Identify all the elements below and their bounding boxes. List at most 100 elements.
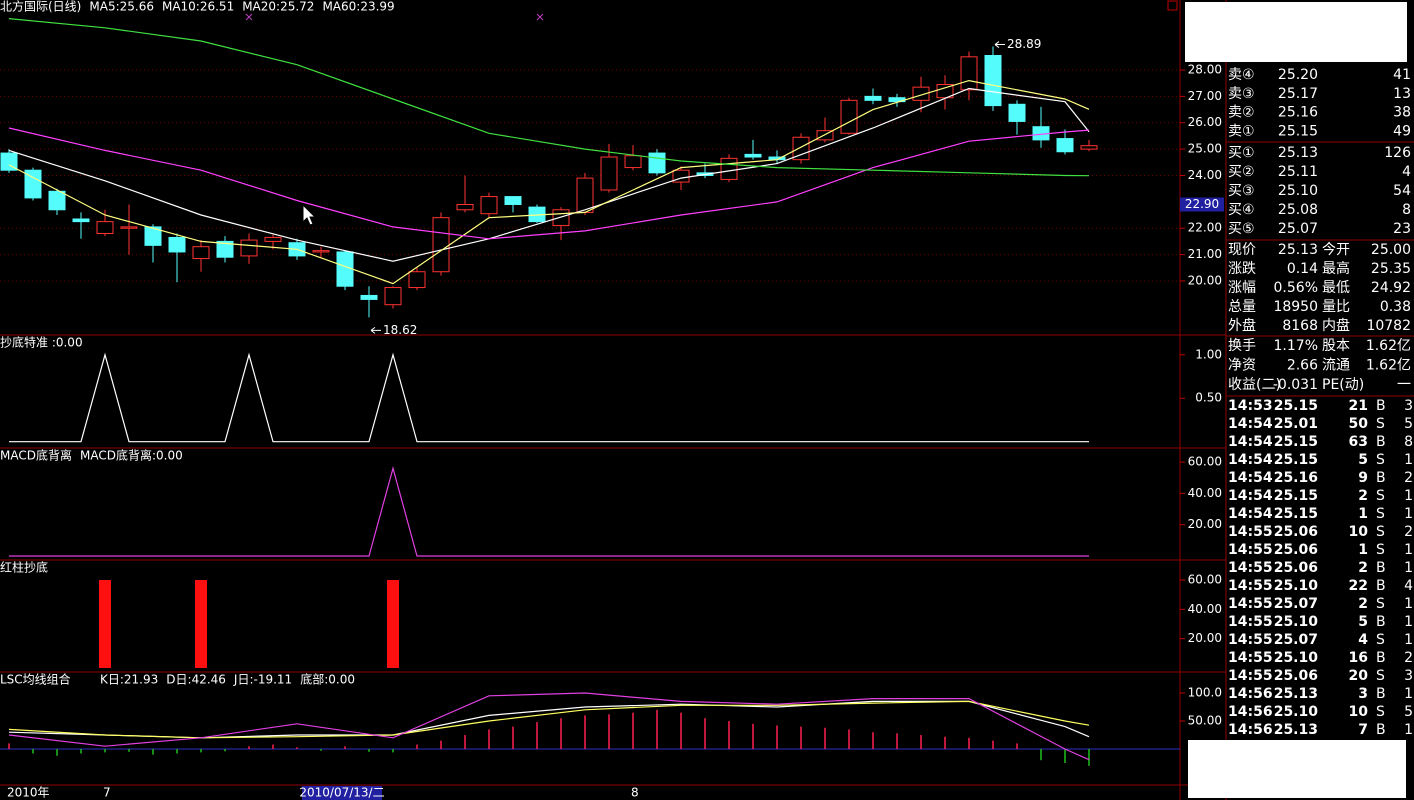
trade-cell: 1 xyxy=(1358,542,1368,558)
trade-cell: 5 xyxy=(1404,416,1413,432)
x-axis-label: 2010/07/13/二 xyxy=(299,786,384,800)
trade-cell: 2 xyxy=(1404,470,1413,486)
candle-body xyxy=(144,226,162,246)
stat-label: 内盘 xyxy=(1322,317,1350,334)
trade-cell: S xyxy=(1376,452,1385,468)
y-tick-label: 100.0 xyxy=(1188,686,1222,700)
book-price: 25.08 xyxy=(1278,202,1318,218)
trade-cell: B xyxy=(1376,650,1386,666)
book-volume: 8 xyxy=(1402,202,1411,218)
stat-value: 1.17% xyxy=(1274,338,1318,354)
series-line xyxy=(8,87,1090,262)
trade-cell: 9 xyxy=(1358,470,1368,486)
candle-body xyxy=(312,250,330,253)
series-line xyxy=(8,79,1090,285)
trade-cell: 2 xyxy=(1404,524,1413,540)
trade-cell: 4 xyxy=(1358,632,1368,648)
book-price: 25.15 xyxy=(1278,123,1318,139)
stat-value: 25.35 xyxy=(1371,261,1411,277)
trade-cell: 2 xyxy=(1358,596,1368,612)
trade-cell: 14:55 xyxy=(1228,578,1273,594)
trade-cell: 25.13 xyxy=(1274,686,1318,702)
trade-cell: 1 xyxy=(1404,542,1413,558)
trade-cell: 14:53 xyxy=(1228,398,1273,414)
stat-label: 股本 xyxy=(1322,338,1350,354)
stat-value: 25.00 xyxy=(1371,242,1411,258)
candle-body xyxy=(456,203,474,211)
y-tick-label: 24.00 xyxy=(1188,168,1222,182)
mouse-cursor xyxy=(302,203,317,226)
trade-cell: S xyxy=(1376,416,1385,432)
x-axis-label: 7 xyxy=(103,786,111,800)
candle-body xyxy=(96,221,114,234)
bar xyxy=(387,579,399,669)
legend-label: K日:21.93 xyxy=(100,673,158,687)
candle-body xyxy=(240,239,258,257)
trade-cell: B xyxy=(1376,578,1386,594)
trade-cell: 2 xyxy=(1404,650,1413,666)
stat-value: 0.38 xyxy=(1380,299,1411,315)
book-volume: 41 xyxy=(1393,67,1411,83)
series-line xyxy=(8,692,1090,761)
trade-cell: 8 xyxy=(1404,434,1413,450)
watermark-title: 股票公式指标网 xyxy=(1219,6,1373,32)
series-line xyxy=(9,352,1089,443)
y-tick-label: 0.50 xyxy=(1195,391,1222,405)
series-line xyxy=(8,127,1090,240)
stat-value: 25.13 xyxy=(1278,242,1318,258)
marker xyxy=(245,13,544,21)
trade-cell: 5 xyxy=(1358,614,1368,630)
candle-body xyxy=(480,196,498,215)
candle-body xyxy=(120,226,138,229)
book-volume: 23 xyxy=(1393,221,1411,237)
bar xyxy=(195,579,207,669)
trade-cell: 25.16 xyxy=(1274,470,1318,486)
y-tick-label: 1.00 xyxy=(1195,347,1222,361)
trade-cell: 1 xyxy=(1404,632,1413,648)
y-tick-label: 40.00 xyxy=(1188,486,1222,500)
trade-cell: 14:55 xyxy=(1228,632,1273,648)
candle-body xyxy=(432,217,450,273)
book-label: 买③ xyxy=(1228,183,1255,199)
book-price: 25.11 xyxy=(1278,164,1318,180)
trade-cell: 21 xyxy=(1349,398,1368,414)
stat-label: 涨跌 xyxy=(1228,261,1256,277)
window-icon[interactable] xyxy=(1167,0,1178,11)
cursor-price-box xyxy=(1180,197,1224,212)
legend-label: MACD底背离:0.00 xyxy=(80,448,183,463)
candle-body xyxy=(600,156,618,191)
trade-cell: 14:56 xyxy=(1228,722,1273,738)
legend-label: MA60:23.99 xyxy=(322,0,394,14)
candle-body xyxy=(936,84,954,99)
legend-label: MA10:26.51 xyxy=(162,0,234,14)
y-tick-label: 20.00 xyxy=(1188,273,1222,287)
trade-cell: 1 xyxy=(1404,686,1413,702)
trade-cell: S xyxy=(1376,542,1385,558)
trade-cell: 5 xyxy=(1358,452,1368,468)
trade-cell: 1 xyxy=(1404,452,1413,468)
book-volume: 126 xyxy=(1384,145,1411,161)
legend-label: D日:42.46 xyxy=(166,673,226,687)
trade-cell: 5 xyxy=(1404,704,1413,720)
series-line xyxy=(9,466,1089,557)
cursor-date-box xyxy=(302,786,382,800)
stat-value: 0.56% xyxy=(1274,280,1318,296)
y-tick-label: 50.00 xyxy=(1188,714,1222,728)
candle-body xyxy=(264,236,282,242)
book-price: 25.17 xyxy=(1278,86,1318,102)
candle-body xyxy=(336,251,354,287)
trade-cell: 14:55 xyxy=(1228,668,1273,684)
trade-cell: S xyxy=(1376,488,1385,504)
trade-cell: 25.10 xyxy=(1274,614,1319,630)
trade-cell: 25.13 xyxy=(1274,722,1318,738)
y-tick-label: 22.00 xyxy=(1188,221,1222,235)
x-axis-label: 2010年 xyxy=(7,786,50,800)
trade-cell: 25.15 xyxy=(1274,488,1318,504)
trade-cell: S xyxy=(1376,596,1385,612)
trade-cell: 25.15 xyxy=(1274,452,1318,468)
stat-value: 1.62亿 xyxy=(1366,358,1411,374)
frame xyxy=(0,0,1227,800)
candle-body xyxy=(504,196,522,205)
trade-cell: 14:55 xyxy=(1228,560,1273,576)
